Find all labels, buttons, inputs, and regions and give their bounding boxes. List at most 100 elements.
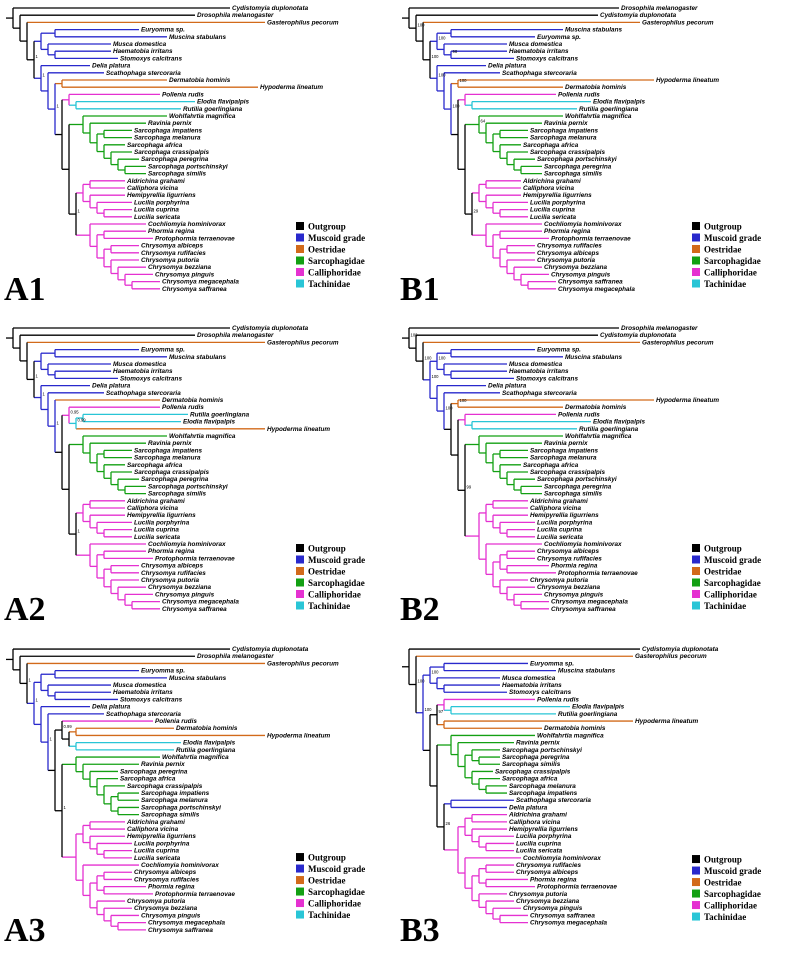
taxon-label: Chrysomya bezziana [516,898,580,905]
taxon-label: Cochliomyia hominivorax [523,854,601,861]
taxon-label: Chrysomya rufifacies [141,570,206,577]
taxon-label: Pollenia rudis [162,91,204,98]
taxon-label: Haematobia irritans [113,48,173,55]
legend-swatch-o-icon [692,877,700,886]
taxon-label: Lucilia porphyrina [134,840,190,847]
support-value: 99 [467,485,472,490]
legend-swatch-o-icon [296,875,304,884]
taxon-label: Chrysomya rufifacies [141,250,206,257]
taxon-label: Sarcophaga melanura [134,455,201,462]
taxon-label: Sarcophaga impatiens [134,127,202,134]
taxon-label: Hypoderma lineatum [267,426,330,433]
taxon-label: Chrysomya bezziana [134,905,198,912]
taxon-label: Aldrichina grahami [522,178,581,185]
taxon-label: Phormia regina [551,563,598,570]
taxon-label: Sarcophaga portschinskyi [537,156,617,163]
taxon-label: Sarcophaga similis [502,761,561,768]
taxon-label: Drosophila melanogaster [197,653,274,660]
legend-swatch-k-icon [691,544,700,553]
legend-swatch-m-icon [691,590,700,599]
taxon-label: Chrysomya saffranea [551,606,616,613]
taxon-label: Sarcophaga peregrina [120,768,188,775]
legend-label: Calliphoridae [308,267,361,277]
taxon-label: Chrysomya megacephala [551,599,628,606]
legend-label: Muscoid grade [704,233,761,243]
legend-label: Oestridae [308,244,345,254]
taxon-label: Sarcophaga crassipalpis [495,768,571,775]
taxon-label: Aldrichina grahami [126,498,185,505]
taxon-label: Wohlfahrtia magnifica [169,433,236,440]
taxon-label: Chrysomya putoria [509,890,568,897]
taxon-label: Hypoderma lineatum [267,732,331,739]
taxon-label: Lucilia sericata [134,534,181,541]
support-value: 1 [57,421,60,426]
taxon-label: Aldrichina grahami [126,178,185,185]
taxon-label: Elodia flavipalpis [183,739,236,746]
legend-swatch-c-icon [691,601,700,610]
taxon-label: Gasterophilus pecorum [267,660,339,667]
taxon-label: Ravinia pernix [141,761,185,768]
taxon-label: Cydistomyia duplonotata [600,332,677,339]
taxon-label: Sarcophaga peregrina [141,156,209,163]
taxon-label: Scathophaga stercoraria [106,710,181,717]
legend-swatch-g-icon [295,256,304,265]
taxon-label: Dermatobia hominis [565,404,627,411]
legend-label: Tachinidae [704,912,746,922]
support-value: 100 [460,398,468,403]
taxon-label: Euryomma sp. [530,660,574,667]
legend-label: Calliphoridae [704,590,757,600]
taxon-label: Rutilia goerlingiana [183,106,243,113]
taxon-label: Wohlfahrtia magnifica [162,754,229,761]
legend-label: Calliphoridae [308,898,361,908]
taxon-label: Chrysomya saffranea [162,606,227,613]
taxon-label: Lucilia porphyrina [537,520,593,527]
legend-swatch-k-icon [295,221,304,230]
legend-label: Outgroup [704,854,742,864]
taxon-label: Chrysomya putoria [127,898,186,905]
taxon-label: Wohlfahrtia magnifica [169,113,236,120]
taxon-label: Chrysomya rufifacies [516,862,581,869]
panel-letter-A2: A2 [4,591,46,628]
taxon-label: Calliphora vicina [509,818,561,825]
legend-label: Muscoid grade [308,864,365,874]
panel-letter-B2: B2 [400,591,440,628]
taxon-label: Aldrichina grahami [126,818,185,825]
taxon-label: Elodia flavipalpis [593,419,646,426]
legend-label: Tachinidae [704,279,746,289]
legend-swatch-m-icon [295,590,304,599]
taxon-label: Sarcophaga melanura [141,797,208,804]
taxon-label: Muscina stabulans [169,674,227,681]
legend-label: Sarcophagidae [308,578,365,588]
support-value: 1 [36,697,39,702]
taxon-label: Muscina stabulans [169,34,226,41]
support-value: 0.99 [78,418,87,423]
taxon-label: Cydistomyia duplonotata [642,646,719,653]
support-value: 26 [446,821,451,826]
panel-A2: Cydistomyia duplonotata Drosophila melano… [0,320,396,640]
taxon-label: Stomoxys calcitrans [516,55,578,62]
taxon-label: Musca domestica [509,361,563,368]
taxon-label: Protophormia terraenovae [155,556,235,563]
taxon-label: Rutilia goerlingiana [579,106,639,113]
taxon-label: Sarcophaga melanura [509,782,576,789]
taxon-label: Rutilia goerlingiana [190,412,250,419]
taxon-label: Chrysomya pinguis [155,592,215,599]
taxon-label: Lucilia cuprina [134,847,180,854]
taxon-label: Sarcophaga similis [148,171,207,178]
taxon-label: Chrysomya rufifacies [537,556,602,563]
taxon-label: Muscina stabulans [565,354,622,361]
taxon-label: Ravinia pernix [544,440,588,447]
taxon-label: Wohlfahrtia magnifica [565,113,632,120]
taxon-label: Hypoderma lineatum [656,77,719,84]
taxon-label: Euryomma sp. [141,347,185,354]
panel-letter-B1: B1 [400,271,440,308]
support-value: 29 [474,208,479,213]
taxon-label: Chrysomya pinguis [141,912,201,919]
support-value: 100 [425,356,433,361]
taxon-label: Scathophaga stercoraria [502,70,577,77]
panel-B3: Cydistomyia duplonotata Gasterophilus pec… [396,641,792,961]
